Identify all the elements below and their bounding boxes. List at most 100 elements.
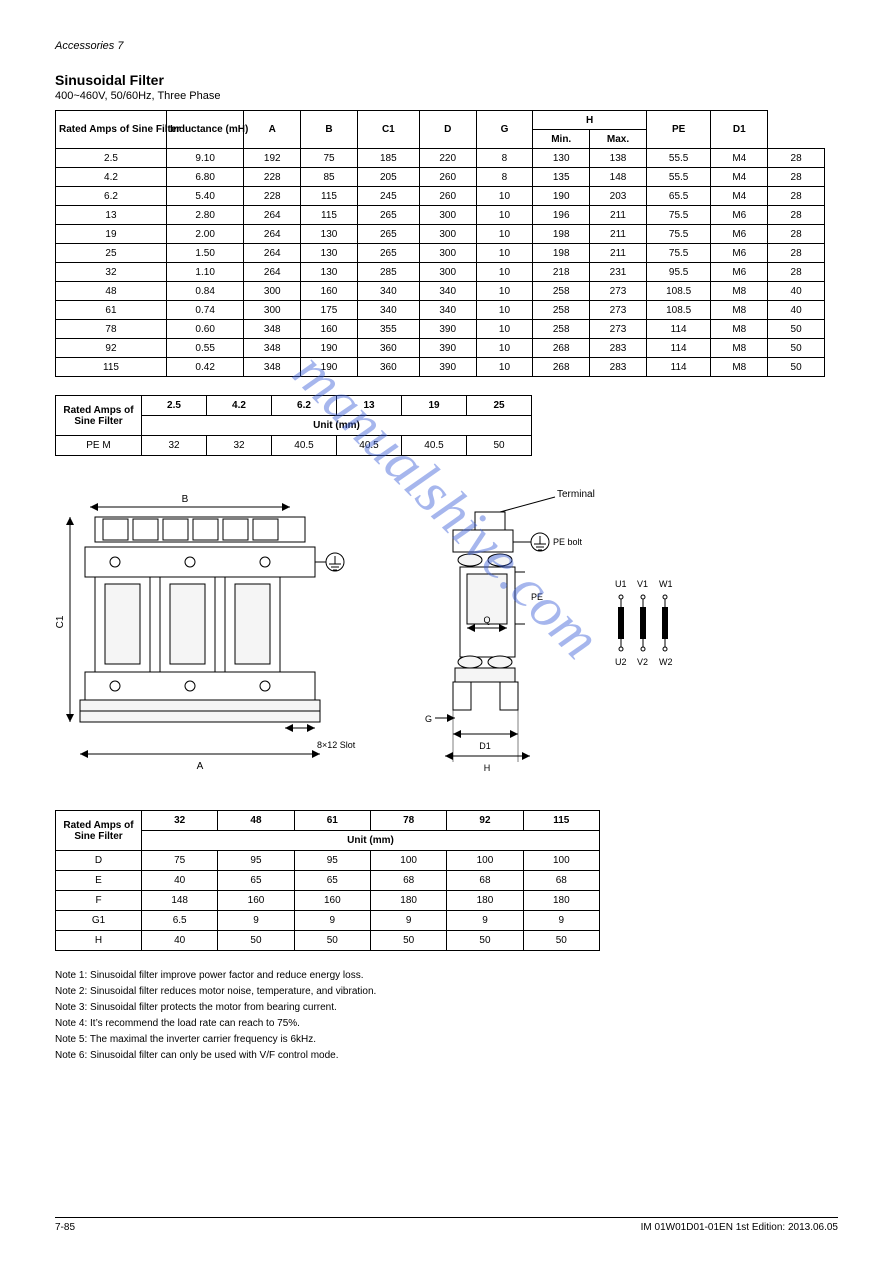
table-cell: 260 [419,168,476,187]
dim-table-a: Rated Amps of Sine Filter2.54.26.2131925… [55,395,532,456]
table-cell: 130 [533,149,590,168]
table-cell: M6 [711,244,768,263]
table-cell: 0.84 [166,282,243,301]
table-cell: 160 [294,891,370,911]
table-cell: M8 [711,282,768,301]
diagram-area: B C1 [55,472,825,792]
table-cell: 13 [56,206,167,225]
col-header: 48 [218,811,294,831]
table-cell: 264 [244,206,301,225]
row-label: D [56,851,142,871]
col-header: 13 [337,396,402,416]
table-cell: 231 [590,263,647,282]
table-cell: 8 [476,168,533,187]
table-cell: 10 [476,244,533,263]
table-cell: 265 [357,244,419,263]
table-cell: 95 [218,851,294,871]
col-header: A [244,111,301,149]
table-cell: 9 [523,911,599,931]
table-cell: 390 [419,358,476,377]
col-header: 115 [523,811,599,831]
row-label: F [56,891,142,911]
table-cell: 85 [301,168,358,187]
table-cell: 6.2 [56,187,167,206]
table-cell: 108.5 [646,282,711,301]
table-cell: 68 [370,871,446,891]
table-cell: 0.55 [166,339,243,358]
col-header: 61 [294,811,370,831]
table-cell: 390 [419,320,476,339]
table-cell: 28 [768,168,825,187]
table-cell: 160 [218,891,294,911]
table-cell: 28 [768,225,825,244]
table-cell: M4 [711,187,768,206]
table-cell: M6 [711,263,768,282]
note-line: Note 2: Sinusoidal filter reduces motor … [55,985,838,999]
table-cell: 190 [533,187,590,206]
table-cell: 1.50 [166,244,243,263]
table-cell: 92 [56,339,167,358]
phase-label: W2 [659,657,673,667]
table-cell: 75 [142,851,218,871]
table-cell: 273 [590,320,647,339]
row-label: H [56,931,142,951]
table-cell: 4.2 [56,168,167,187]
dim-table-b: Rated Amps of Sine Filter3248617892115Un… [55,810,600,951]
table-cell: 180 [523,891,599,911]
table-cell: 50 [447,931,523,951]
table-cell: 40.5 [272,436,337,456]
side-view: Terminal PE bolt Q PE [425,489,595,773]
table-cell: 348 [244,339,301,358]
table-cell: 180 [370,891,446,911]
table-cell: 8 [476,149,533,168]
table-cell: 228 [244,187,301,206]
table-cell: 264 [244,225,301,244]
row-label: E [56,871,142,891]
col-header: Rated Amps of Sine Filter [56,111,167,149]
table-cell: 10 [476,225,533,244]
dim-label: B [182,494,189,505]
dim-label: A [197,761,204,772]
notes-block: Note 1: Sinusoidal filter improve power … [55,969,838,1063]
table-cell: 203 [590,187,647,206]
table-cell: 95 [294,851,370,871]
table-cell: 360 [357,339,419,358]
table-cell: 348 [244,320,301,339]
table-cell: 32 [56,263,167,282]
table-cell: 114 [646,339,711,358]
table-cell: 211 [590,225,647,244]
terminal-label: Terminal [557,489,595,500]
col-header: 25 [467,396,532,416]
col-header: 92 [447,811,523,831]
table-cell: 273 [590,301,647,320]
table-cell: 75.5 [646,206,711,225]
dim-label: PE [531,592,543,602]
dim-label: G [425,714,432,724]
dim-label: D1 [479,741,491,751]
col-header: C1 [357,111,419,149]
table-cell: 100 [447,851,523,871]
table-cell: 75 [301,149,358,168]
table-cell: 115 [301,187,358,206]
table-cell: 10 [476,320,533,339]
table-cell: M4 [711,149,768,168]
table-cell: 114 [646,358,711,377]
note-line: Note 6: Sinusoidal filter can only be us… [55,1049,838,1063]
table-cell: 50 [467,436,532,456]
table-cell: 283 [590,358,647,377]
table-cell: 285 [357,263,419,282]
table-cell: 50 [218,931,294,951]
table-cell: 148 [590,168,647,187]
table-cell: 32 [207,436,272,456]
table-cell: 114 [646,320,711,339]
table-cell: 28 [768,244,825,263]
col-subheader: Unit (mm) [142,416,532,436]
phase-label: W1 [659,579,673,589]
table-cell: 268 [533,339,590,358]
table-cell: 10 [476,206,533,225]
main-spec-table: Rated Amps of Sine FilterInductance (mH)… [55,110,825,377]
pe-label: PE bolt [553,537,583,547]
table-cell: 40 [142,931,218,951]
col-header: G [476,111,533,149]
table-cell: 273 [590,282,647,301]
